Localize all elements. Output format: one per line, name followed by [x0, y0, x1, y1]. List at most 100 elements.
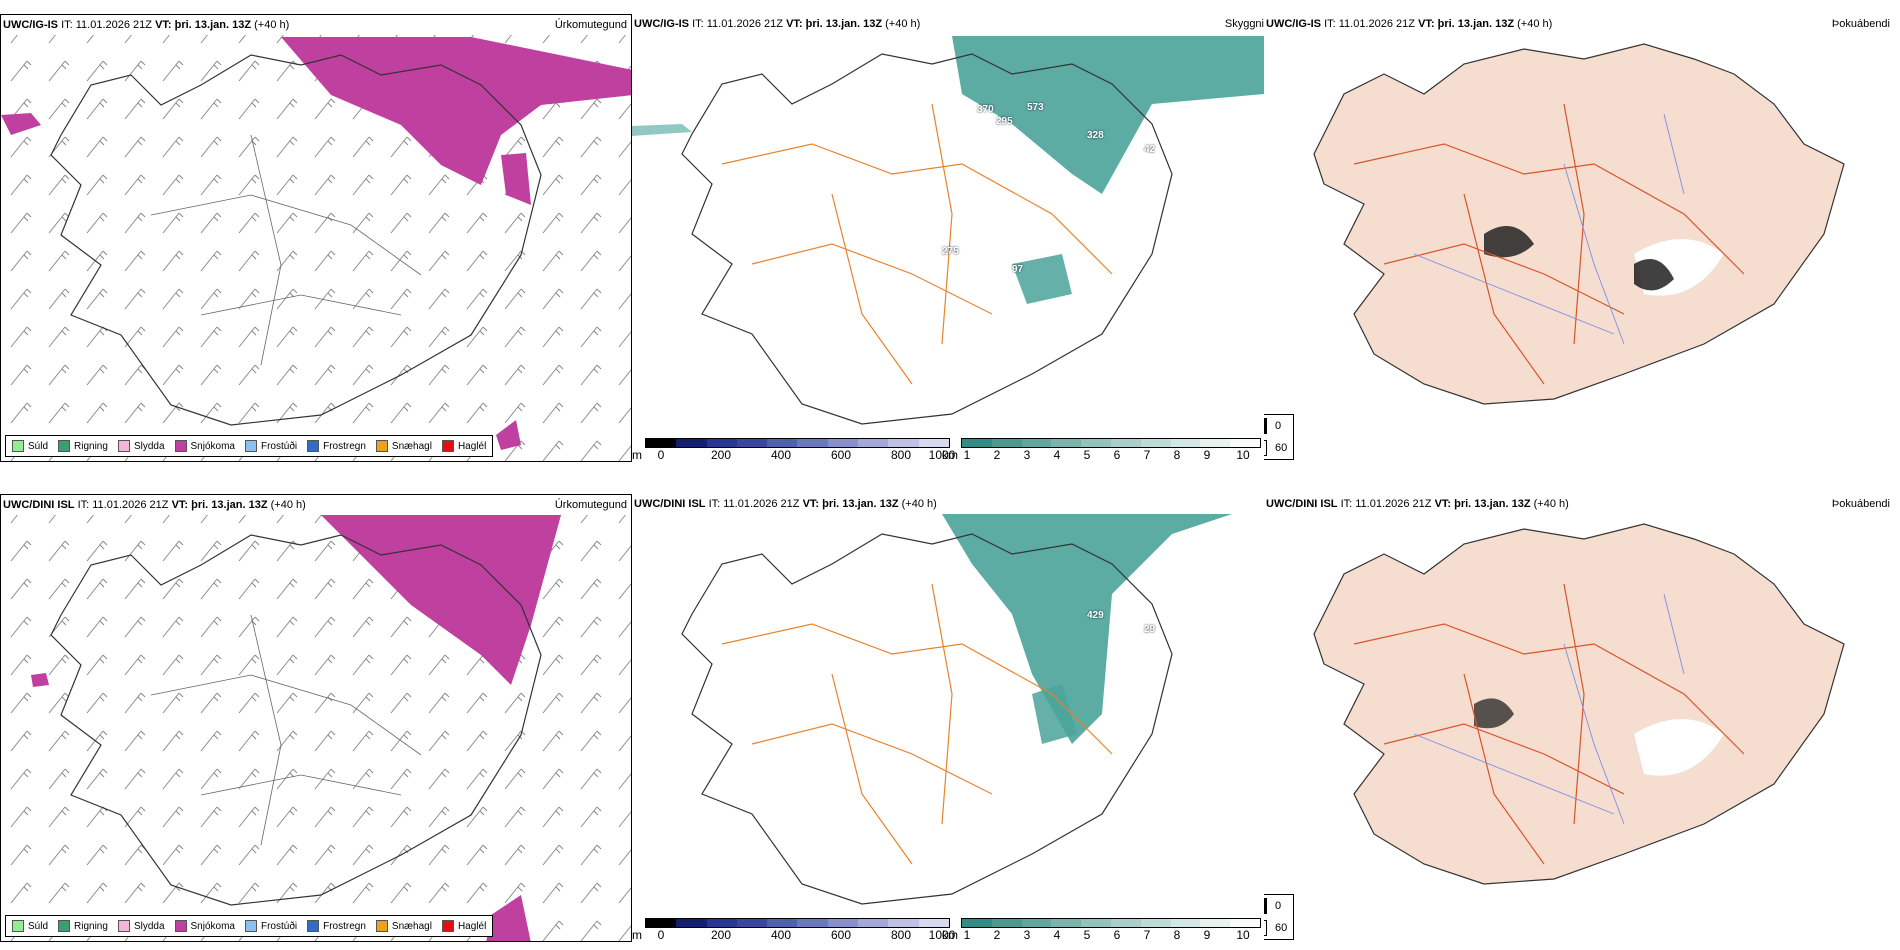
fog-area-west — [1484, 226, 1534, 258]
road-network-fog — [1353, 103, 1745, 385]
iceland-precip-map — [1, 35, 631, 461]
ceiling-map-bottom: UWC/DINI ISL IT: 11.01.2026 21Z VT: þri.… — [632, 494, 1264, 942]
snow-area-east — [501, 153, 531, 205]
height-value-label: 328 — [1087, 130, 1104, 141]
height-value-label: 370 — [977, 104, 994, 115]
ceiling-tick: 9 — [1203, 448, 1211, 462]
precip-type-map-top: UWC/IG-IS IT: 11.01.2026 21Z VT: þri. 13… — [0, 14, 632, 462]
road-network-bottom — [721, 583, 1113, 865]
height-tick: 400 — [770, 448, 792, 462]
road-network-fog-bottom — [1353, 583, 1745, 865]
swatch-drizzle — [12, 440, 24, 452]
fog-legend-top: 0 60 — [1264, 414, 1295, 460]
swatch-hail — [441, 920, 454, 932]
ceiling-map-top: UWC/IG-IS IT: 11.01.2026 21Z VT: þri. 13… — [632, 14, 1264, 462]
ceiling-unit: km — [942, 448, 958, 462]
snow-area-west-bottom — [31, 673, 49, 687]
road-network — [721, 103, 1113, 385]
ceiling-tick: 4 — [1053, 448, 1061, 462]
iceland-outline-bottom — [50, 534, 542, 906]
legend-item-rain: Rigning — [58, 920, 108, 932]
ceiling-area-northeast — [952, 36, 1264, 194]
fog-area-west-bottom — [1474, 698, 1514, 729]
ceiling-tick: 10 — [1236, 928, 1250, 942]
height-value-label: 573 — [1027, 102, 1044, 113]
swatch-snow — [174, 920, 187, 932]
legend-item-rain: Rigning — [58, 440, 108, 452]
legend-item-drizzle: Súld — [12, 440, 48, 452]
iceland-outline-ceiling — [681, 53, 1173, 425]
ceiling-colorbar-bottom: km 1 2 3 4 5 6 7 8 9 10 — [942, 918, 1261, 942]
ceiling-tick: 9 — [1203, 928, 1211, 942]
panel-title-precip-bottom: Úrkomutegund — [554, 499, 627, 511]
ceiling-tick: 4 — [1053, 928, 1061, 942]
ceiling-tick: 8 — [1173, 448, 1181, 462]
fog-legend-bottom: 0 60 — [1264, 894, 1295, 940]
iceland-land-fill-bottom — [1313, 523, 1845, 885]
legend-item-hail: Haglél — [441, 920, 486, 932]
ceiling-area-northeast-bottom — [942, 514, 1232, 744]
swatch-freezing-rain — [307, 440, 320, 452]
height-value-label: 29 — [1144, 624, 1156, 635]
legend-item-snow: Snjókoma — [174, 920, 235, 932]
swatch-sleet — [117, 920, 130, 932]
ceiling-area-central-bottom — [1032, 684, 1077, 744]
fog-swatch-min — [1264, 920, 1267, 936]
fog-map-top: UWC/IG-IS IT: 11.01.2026 21Z VT: þri. 13… — [1264, 14, 1900, 462]
height-tick: 800 — [890, 928, 912, 942]
iceland-precip-map-bottom — [1, 515, 631, 941]
precip-type-map-bottom: UWC/DINI ISL IT: 11.01.2026 21Z VT: þri.… — [0, 494, 632, 942]
height-strip — [645, 438, 950, 448]
iceland-outline-ceiling-bottom — [681, 533, 1173, 905]
iceland-ceiling-map-bottom — [681, 514, 1232, 905]
swatch-freezing-drizzle — [244, 440, 257, 452]
height-tick: 1000 — [928, 928, 956, 942]
height-tick: 200 — [710, 448, 732, 462]
height-tick: 200 — [710, 928, 732, 942]
ceiling-strip — [961, 918, 1261, 928]
ceiling-tick: 7 — [1143, 448, 1151, 462]
height-value-label: 295 — [996, 116, 1013, 127]
swatch-freezing-rain — [307, 920, 320, 932]
iceland-fog-map-bottom — [1313, 523, 1845, 885]
height-value-label: 42 — [1144, 144, 1156, 155]
panel-title-fog: Þokuábendi — [1831, 18, 1890, 30]
ceiling-tick: 3 — [1023, 928, 1031, 942]
top-map-header-ceiling: UWC/IG-IS IT: 11.01.2026 21Z VT: þri. 13… — [634, 18, 921, 30]
contour-lines — [150, 134, 422, 366]
height-tick: 800 — [890, 448, 912, 462]
legend-item-sleet: Slydda — [117, 440, 165, 452]
iceland-fog-map — [1313, 43, 1845, 405]
swatch-snow-pellets — [375, 440, 388, 452]
legend-item-hail: Haglél — [441, 440, 486, 452]
legend-item-freezing-rain: Frostregn — [307, 920, 366, 932]
height-tick: 1000 — [928, 448, 956, 462]
legend-item-freezing-drizzle: Frostúði — [244, 440, 297, 452]
fog-swatch-max — [1264, 898, 1267, 914]
height-unit: m — [632, 448, 642, 462]
ceiling-tick: 2 — [993, 928, 1001, 942]
height-value-label: 275 — [942, 246, 959, 257]
ceiling-tick: 8 — [1173, 928, 1181, 942]
height-tick: 600 — [830, 448, 852, 462]
fog-map-bottom: UWC/DINI ISL IT: 11.01.2026 21Z VT: þri.… — [1264, 494, 1900, 942]
ceiling-colorbar-top: km 1 2 3 4 5 6 7 8 9 10 — [942, 438, 1261, 462]
snow-area-south — [496, 420, 521, 450]
ceiling-tick: 10 — [1236, 448, 1250, 462]
ceiling-tick: 3 — [1023, 448, 1031, 462]
fog-swatch-min — [1264, 440, 1267, 456]
panel-title-fog-bottom: Þokuábendi — [1831, 498, 1890, 510]
height-strip — [645, 918, 950, 928]
top-map-header-fog: UWC/IG-IS IT: 11.01.2026 21Z VT: þri. 13… — [1266, 18, 1553, 30]
fog-label-max: 0 — [1275, 420, 1282, 432]
swatch-drizzle — [12, 920, 24, 932]
ceiling-tick: 7 — [1143, 928, 1151, 942]
fog-label-min: 60 — [1275, 442, 1288, 454]
river-network-bottom — [1413, 593, 1685, 825]
legend-item-snow-pellets: Snæhagl — [375, 920, 432, 932]
height-value-label: 97 — [1012, 264, 1024, 275]
top-map-header: UWC/IG-IS IT: 11.01.2026 21Z VT: þri. 13… — [3, 19, 290, 31]
ceiling-tick: 2 — [993, 448, 1001, 462]
ceiling-tick: 6 — [1113, 448, 1121, 462]
snow-area-north-bottom — [321, 515, 561, 685]
